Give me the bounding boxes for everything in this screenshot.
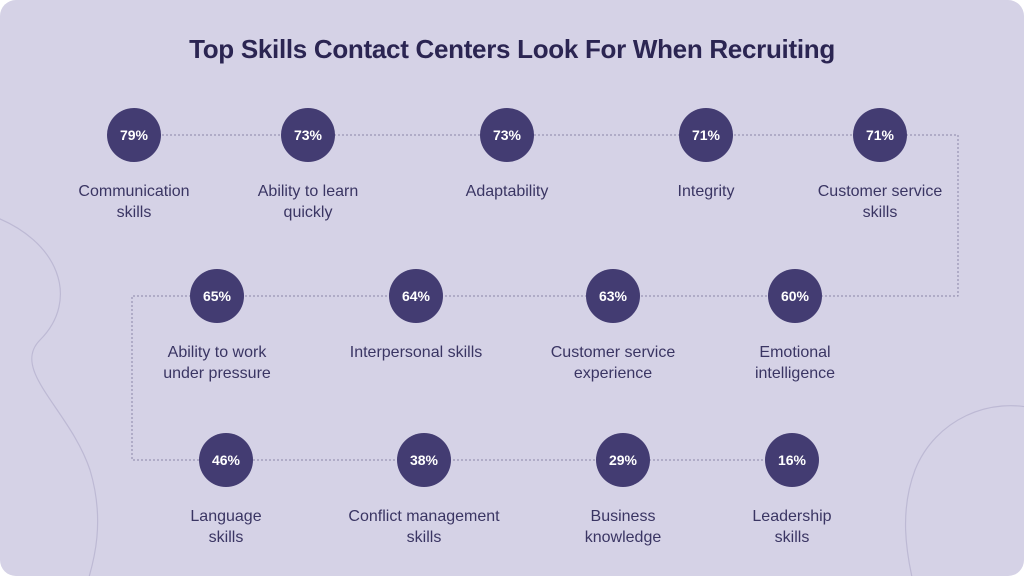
skill-label: Customer service skills — [817, 183, 943, 221]
percentage-badge: 16% — [765, 433, 819, 487]
skill-business-knowledge: 29% Business knowledge — [523, 433, 723, 548]
connector-row-1 — [134, 134, 959, 297]
skill-label: Customer service experience — [550, 344, 676, 382]
skill-customer-service-skills: 71% Customer service skills — [780, 108, 980, 223]
connector-row-2 — [131, 295, 795, 461]
percentage-badge: 79% — [107, 108, 161, 162]
percentage-badge: 38% — [397, 433, 451, 487]
skill-label: Conflict management skills — [348, 508, 500, 546]
skill-work-under-pressure: 65% Ability to work under pressure — [117, 269, 317, 384]
skill-emotional-intelligence: 60% Emotional intelligence — [695, 269, 895, 384]
skill-interpersonal: 64% Interpersonal skills — [316, 269, 516, 363]
percentage-badge: 73% — [480, 108, 534, 162]
infographic-title: Top Skills Contact Centers Look For When… — [189, 34, 835, 64]
skill-label: Emotional intelligence — [754, 344, 836, 382]
percentage-badge: 64% — [389, 269, 443, 323]
skill-label: Adaptability — [465, 183, 549, 200]
skill-label: Language skills — [190, 508, 262, 546]
skill-label: Leadership skills — [752, 508, 832, 546]
percentage-badge: 71% — [679, 108, 733, 162]
skill-label: Ability to learn quickly — [257, 183, 359, 221]
skill-label: Interpersonal skills — [349, 344, 483, 361]
percentage-badge: 73% — [281, 108, 335, 162]
skill-label: Ability to work under pressure — [163, 344, 271, 382]
skill-adaptability: 73% Adaptability — [407, 108, 607, 202]
skill-customer-service-experience: 63% Customer service experience — [513, 269, 713, 384]
skill-leadership: 16% Leadership skills — [692, 433, 892, 548]
percentage-badge: 46% — [199, 433, 253, 487]
skill-label: Communication skills — [78, 183, 190, 221]
percentage-badge: 63% — [586, 269, 640, 323]
percentage-badge: 71% — [853, 108, 907, 162]
skill-language: 46% Language skills — [126, 433, 326, 548]
skill-label: Business knowledge — [584, 508, 662, 546]
percentage-badge: 65% — [190, 269, 244, 323]
percentage-badge: 29% — [596, 433, 650, 487]
skill-conflict-management: 38% Conflict management skills — [324, 433, 524, 548]
skill-communication: 79% Communication skills — [34, 108, 234, 223]
skill-ability-to-learn: 73% Ability to learn quickly — [208, 108, 408, 223]
skill-label: Integrity — [677, 183, 735, 200]
skill-integrity: 71% Integrity — [606, 108, 806, 202]
decorative-curve-right — [904, 405, 1024, 576]
percentage-badge: 60% — [768, 269, 822, 323]
decorative-curve-left — [0, 218, 99, 576]
